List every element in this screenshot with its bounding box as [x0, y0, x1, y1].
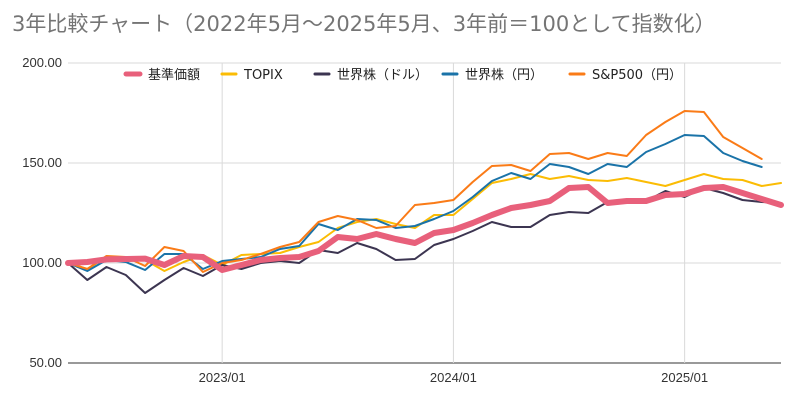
- chart-title: 3年比較チャート（2022年5月〜2025年5月、3年前＝100として指数化）: [12, 12, 716, 36]
- legend-label: S&P500（円）: [592, 68, 682, 83]
- legend-label: 世界株（ドル）: [337, 68, 428, 83]
- series-line-3: [67, 134, 763, 272]
- legend-label: 世界株（円）: [465, 68, 543, 83]
- y-tick-label: 150.00: [22, 155, 62, 170]
- x-tick-label: 2023/01: [199, 370, 246, 385]
- x-tick-label: 2024/01: [430, 370, 477, 385]
- series-line-4: [67, 110, 763, 273]
- x-tick-label: 2025/01: [661, 370, 708, 385]
- legend-label: TOPIX: [243, 68, 283, 83]
- y-tick-label: 200.00: [22, 55, 62, 70]
- y-tick-label: 50.00: [29, 355, 62, 370]
- series-line-0: [65, 184, 784, 273]
- series-line-2: [67, 187, 782, 294]
- legend-label: 基準価額: [148, 67, 200, 83]
- y-tick-label: 100.00: [22, 255, 62, 270]
